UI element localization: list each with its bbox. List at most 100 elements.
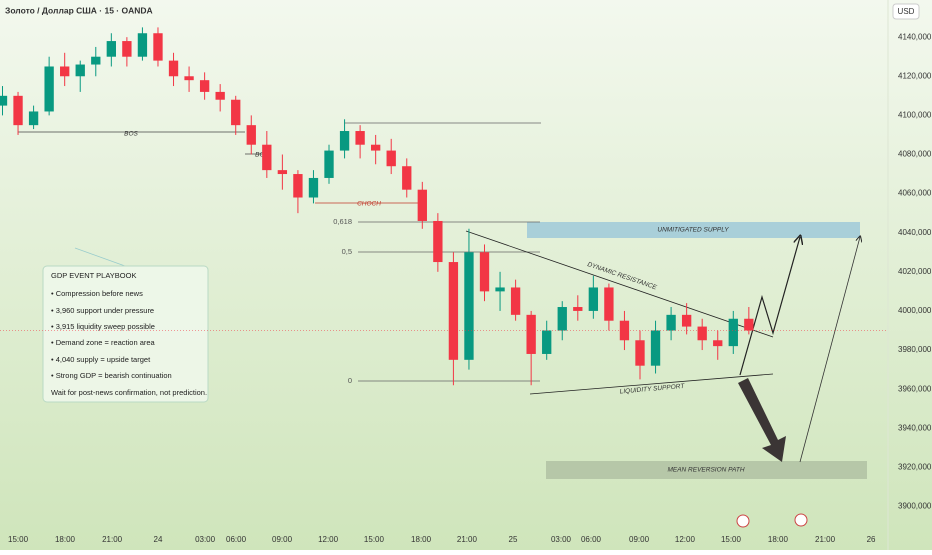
candle-body bbox=[91, 56, 101, 65]
x-tick-label: 26 bbox=[867, 535, 876, 544]
playbook-item: • Demand zone = reaction area bbox=[51, 338, 156, 347]
currency-badge[interactable] bbox=[892, 3, 920, 20]
candle-body bbox=[215, 91, 225, 100]
candle-body bbox=[106, 41, 116, 57]
playbook: GDP EVENT PLAYBOOK • Compression before … bbox=[42, 265, 209, 403]
playbook-item: • Compression before news bbox=[51, 289, 143, 298]
path-arrow bbox=[799, 237, 860, 463]
x-tick-label: 06:00 bbox=[226, 535, 247, 544]
candle-body bbox=[479, 252, 490, 292]
candle-body bbox=[526, 314, 536, 354]
x-tick-label: 15:00 bbox=[364, 535, 385, 544]
fib-label: 0,5 bbox=[342, 247, 352, 256]
candle-body bbox=[355, 131, 365, 145]
candle-body bbox=[75, 64, 85, 77]
candle-body bbox=[28, 111, 39, 126]
chart-title: Золото / Доллар США · 15 · OANDA bbox=[5, 5, 153, 15]
currency: USD bbox=[898, 7, 915, 16]
candle-body bbox=[168, 60, 179, 77]
y-tick-label: 3900,000 bbox=[898, 502, 932, 511]
path-arrow bbox=[739, 237, 800, 376]
supply-label: UNMITIGATED SUPPLY bbox=[657, 227, 729, 234]
candle-body bbox=[666, 314, 676, 331]
y-tick-label: 3940,000 bbox=[898, 423, 932, 432]
x-tick-label: 15:00 bbox=[721, 535, 742, 544]
candle-body bbox=[713, 340, 723, 347]
candle-body bbox=[137, 33, 148, 57]
candle-body bbox=[13, 95, 23, 126]
choch-label: CHOCH bbox=[357, 201, 381, 208]
x-tick-label: 18:00 bbox=[411, 535, 432, 544]
candle-body bbox=[60, 66, 70, 77]
playbook-item: • 3,960 support under pressure bbox=[51, 306, 154, 315]
y-tick-label: 3980,000 bbox=[898, 345, 932, 354]
candle-body bbox=[557, 307, 567, 331]
fib-label: 0 bbox=[348, 376, 352, 385]
candle-body bbox=[542, 330, 552, 354]
bos-label: BOS bbox=[124, 131, 138, 138]
candle-body bbox=[573, 307, 583, 311]
candle-body bbox=[44, 66, 54, 112]
candle-body bbox=[370, 144, 381, 151]
candle-body bbox=[293, 174, 303, 198]
y-tick-label: 4140,000 bbox=[898, 32, 932, 41]
candle-body bbox=[308, 177, 319, 198]
candle-body bbox=[246, 125, 256, 145]
x-tick-label: 09:00 bbox=[629, 535, 650, 544]
playbook-item: • 4,040 supply = upside target bbox=[51, 355, 151, 364]
playbook-title: GDP EVENT PLAYBOOK bbox=[51, 271, 136, 280]
x-tick-label: 18:00 bbox=[55, 535, 76, 544]
x-tick-label: 15:00 bbox=[8, 535, 29, 544]
playbook-box bbox=[42, 265, 209, 403]
candle-body bbox=[635, 340, 645, 366]
y-tick-label: 4040,000 bbox=[898, 228, 932, 237]
connector bbox=[74, 247, 126, 267]
x-tick-label: 24 bbox=[154, 535, 163, 544]
candle-body bbox=[448, 262, 459, 360]
x-tick-label: 06:00 bbox=[581, 535, 602, 544]
candle-body bbox=[386, 150, 396, 167]
candle-body bbox=[681, 314, 692, 327]
candle-body bbox=[231, 99, 241, 126]
x-tick-label: 21:00 bbox=[815, 535, 836, 544]
candle-body bbox=[697, 326, 707, 341]
candle-body bbox=[417, 189, 427, 221]
candle-body bbox=[262, 144, 272, 171]
candle-body bbox=[588, 287, 599, 311]
candle-body bbox=[464, 252, 474, 360]
candle-body bbox=[199, 80, 210, 92]
x-tick-label: 03:00 bbox=[195, 535, 216, 544]
down-arrow bbox=[738, 378, 786, 462]
y-tick-label: 4020,000 bbox=[898, 267, 932, 276]
x-tick-label: 18:00 bbox=[768, 535, 789, 544]
candle-body bbox=[744, 318, 754, 331]
y-tick-label: 3920,000 bbox=[898, 462, 932, 471]
y-tick-label: 4100,000 bbox=[898, 110, 932, 119]
support-line bbox=[529, 373, 774, 395]
y-tick-label: 3960,000 bbox=[898, 384, 932, 393]
drawings bbox=[18, 122, 867, 479]
playbook-item: • 3,915 liquidity sweep possible bbox=[51, 322, 155, 331]
supply-zone bbox=[527, 222, 860, 238]
event-icon[interactable] bbox=[794, 513, 808, 527]
y-tick-label: 4000,000 bbox=[898, 306, 932, 315]
fib-label: 0,618 bbox=[333, 217, 352, 226]
candle-body bbox=[495, 287, 505, 292]
playbook-item: • Strong GDP = bearish continuation bbox=[51, 371, 172, 380]
x-tick-label: 12:00 bbox=[318, 535, 339, 544]
mean-reversion-label: MEAN REVERSION PATH bbox=[667, 467, 744, 474]
candle-body bbox=[604, 287, 614, 321]
x-tick-label: 09:00 bbox=[272, 535, 293, 544]
y-tick-label: 4080,000 bbox=[898, 150, 932, 159]
event-icon[interactable] bbox=[736, 514, 750, 528]
x-tick-label: 21:00 bbox=[102, 535, 123, 544]
y-tick-label: 4060,000 bbox=[898, 189, 932, 198]
candle-body bbox=[433, 220, 443, 263]
candle-body bbox=[153, 33, 163, 61]
resistance-line bbox=[465, 230, 774, 338]
candle-body bbox=[324, 150, 334, 178]
candle-body bbox=[339, 131, 350, 151]
candle-body bbox=[402, 166, 412, 190]
candle-body bbox=[0, 95, 8, 106]
